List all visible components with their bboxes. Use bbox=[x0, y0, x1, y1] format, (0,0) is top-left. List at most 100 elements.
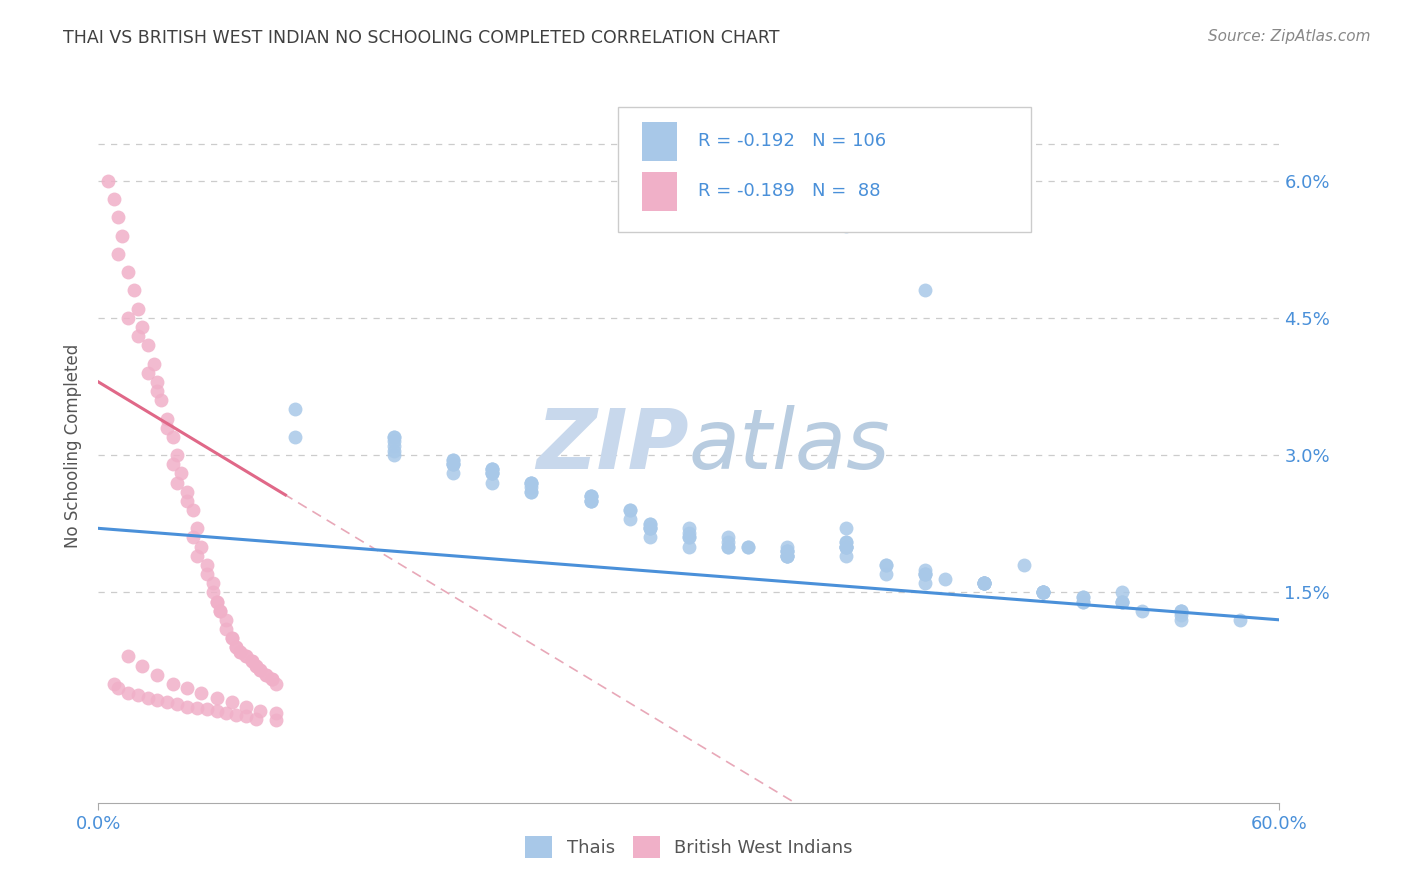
Point bbox=[717, 540, 740, 554]
Point bbox=[249, 663, 271, 677]
Point bbox=[260, 673, 283, 687]
Point bbox=[678, 540, 700, 554]
Point bbox=[717, 535, 740, 549]
Point bbox=[209, 604, 232, 618]
Point bbox=[619, 503, 641, 517]
Point bbox=[264, 706, 287, 720]
Point bbox=[136, 366, 159, 380]
Point bbox=[579, 494, 602, 508]
Point bbox=[1111, 594, 1133, 608]
Point bbox=[264, 677, 287, 691]
Point bbox=[1071, 594, 1094, 608]
Point bbox=[441, 452, 464, 467]
Point bbox=[776, 544, 799, 558]
Point bbox=[249, 663, 271, 677]
Point bbox=[221, 631, 243, 645]
Text: ZIP: ZIP bbox=[536, 406, 689, 486]
Point bbox=[776, 544, 799, 558]
Point bbox=[156, 695, 179, 709]
Point bbox=[835, 521, 858, 535]
Point bbox=[973, 576, 995, 591]
Point bbox=[579, 489, 602, 503]
Point bbox=[776, 549, 799, 563]
Point bbox=[260, 673, 283, 687]
Point bbox=[737, 540, 759, 554]
Point bbox=[678, 531, 700, 545]
Point bbox=[638, 516, 661, 531]
Point bbox=[122, 284, 145, 298]
Point bbox=[254, 667, 277, 681]
Point bbox=[201, 576, 224, 591]
Point bbox=[579, 489, 602, 503]
Point bbox=[1032, 585, 1054, 599]
Point bbox=[97, 174, 120, 188]
Point bbox=[225, 640, 247, 655]
Point bbox=[973, 576, 995, 591]
Point bbox=[520, 475, 543, 490]
Point bbox=[235, 649, 257, 664]
Point bbox=[441, 452, 464, 467]
Point bbox=[382, 430, 405, 444]
Point bbox=[205, 704, 228, 718]
Point bbox=[284, 430, 307, 444]
Point bbox=[1170, 604, 1192, 618]
Point bbox=[136, 338, 159, 352]
Point bbox=[441, 458, 464, 472]
Point bbox=[1032, 585, 1054, 599]
Point bbox=[249, 704, 271, 718]
Point bbox=[382, 434, 405, 449]
Point bbox=[146, 693, 169, 707]
Point bbox=[229, 645, 252, 659]
Point bbox=[520, 475, 543, 490]
Point bbox=[638, 516, 661, 531]
Point bbox=[638, 531, 661, 545]
Point bbox=[225, 640, 247, 655]
Point bbox=[146, 375, 169, 389]
Point bbox=[776, 540, 799, 554]
Point bbox=[776, 549, 799, 563]
Point bbox=[240, 654, 263, 668]
Point bbox=[914, 567, 936, 582]
Point bbox=[156, 411, 179, 425]
Point bbox=[619, 512, 641, 526]
Point bbox=[875, 558, 897, 572]
Point bbox=[1170, 604, 1192, 618]
Point bbox=[166, 448, 188, 462]
Point bbox=[717, 531, 740, 545]
Point bbox=[166, 475, 188, 490]
Point bbox=[142, 357, 165, 371]
Point bbox=[835, 535, 858, 549]
Point bbox=[835, 540, 858, 554]
Point bbox=[520, 475, 543, 490]
Point bbox=[1032, 585, 1054, 599]
Point bbox=[221, 695, 243, 709]
Point bbox=[737, 540, 759, 554]
Point bbox=[284, 402, 307, 417]
Point bbox=[875, 558, 897, 572]
Point bbox=[201, 585, 224, 599]
Point bbox=[678, 531, 700, 545]
Point bbox=[176, 494, 198, 508]
Point bbox=[776, 549, 799, 563]
Point bbox=[235, 649, 257, 664]
Point bbox=[638, 521, 661, 535]
Point bbox=[1012, 558, 1035, 572]
Point bbox=[1071, 594, 1094, 608]
Point bbox=[481, 475, 503, 490]
Point bbox=[835, 219, 858, 234]
Point bbox=[117, 649, 139, 664]
Point bbox=[579, 494, 602, 508]
Point bbox=[186, 700, 208, 714]
Point bbox=[973, 576, 995, 591]
Point bbox=[481, 462, 503, 476]
Point bbox=[382, 448, 405, 462]
Point bbox=[127, 301, 149, 316]
Text: R = -0.192   N = 106: R = -0.192 N = 106 bbox=[699, 132, 887, 150]
Point bbox=[117, 686, 139, 700]
Point bbox=[1229, 613, 1251, 627]
Point bbox=[254, 667, 277, 681]
Point bbox=[382, 430, 405, 444]
Point bbox=[382, 443, 405, 458]
Point bbox=[235, 699, 257, 714]
Point bbox=[776, 544, 799, 558]
